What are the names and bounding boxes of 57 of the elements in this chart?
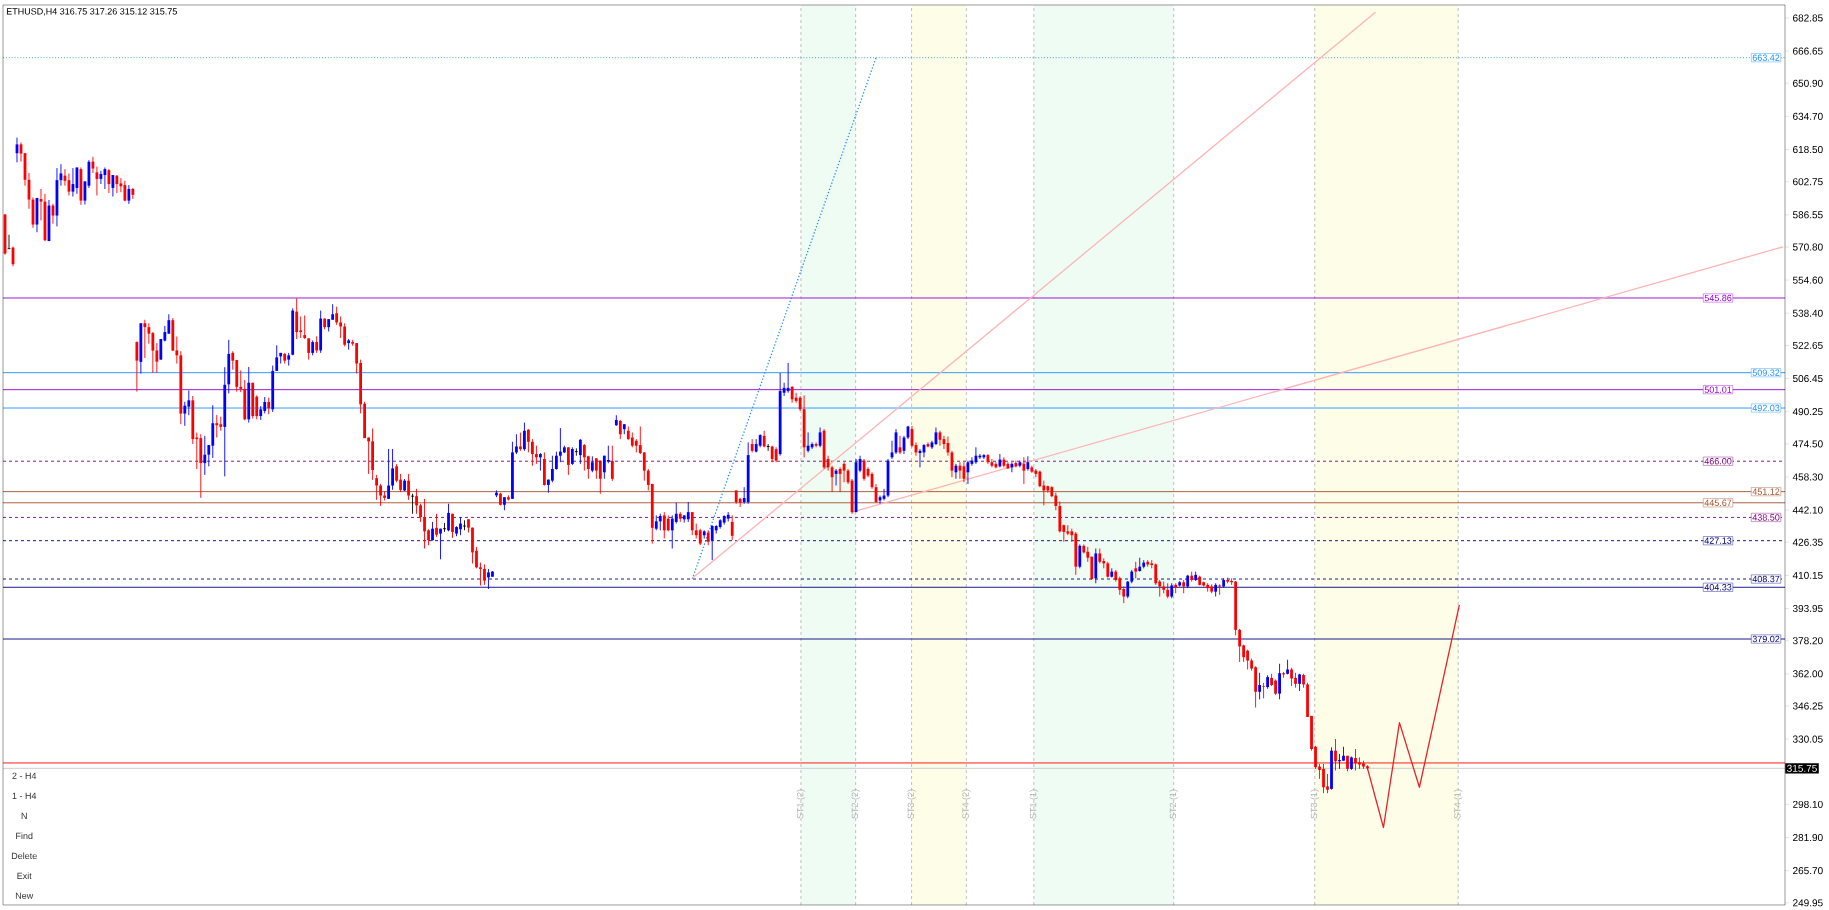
annotation: ST3 (2)	[907, 789, 916, 819]
y-tick-label: 330.05	[1792, 735, 1823, 743]
y-tick-label: 602.75	[1793, 178, 1823, 186]
y-tick-label: 442.10	[1792, 506, 1823, 514]
ref-line-label: 492.03	[1752, 404, 1780, 412]
y-tick-label: 522.65	[1792, 341, 1823, 349]
y-tick-label: 474.50	[1792, 440, 1823, 448]
y-tick-label: 506.45	[1792, 375, 1823, 383]
annotation: 2 - H4	[12, 772, 37, 779]
y-tick-label: 538.40	[1792, 309, 1823, 317]
ref-line-label: 501.01	[1704, 386, 1732, 393]
y-tick-label: 265.70	[1793, 867, 1823, 875]
y-tick-label: 298.10	[1793, 800, 1823, 808]
annotation: 1 - H4	[12, 792, 37, 799]
y-tick-label: 362.00	[1792, 670, 1823, 678]
annotation: ST3 (1)	[1310, 789, 1319, 819]
ref-line-label: 427.13	[1704, 537, 1732, 544]
y-tick-label: 554.60	[1792, 276, 1823, 284]
chart-title: ETHUSD,H4 316.75 317.26 315.12 315.75	[6, 8, 177, 16]
ref-line-label: 445.67	[1704, 499, 1732, 506]
y-tick-label: 346.25	[1792, 702, 1823, 710]
annotation: Delete	[11, 852, 37, 860]
ref-line-label: 315.75	[1787, 764, 1817, 772]
ref-line-label: 451.12	[1752, 488, 1780, 495]
annotation: Exit	[17, 872, 32, 880]
ref-line-label: 509.32	[1752, 369, 1780, 376]
ref-line-label: 663.42	[1752, 54, 1780, 61]
y-tick-label: 249.95	[1793, 899, 1823, 907]
y-tick-label: 393.95	[1792, 604, 1823, 613]
annotation: New	[15, 892, 34, 899]
ref-line-label: 379.02	[1752, 635, 1780, 643]
y-tick-label: 650.90	[1793, 79, 1823, 87]
y-tick-label: 281.90	[1793, 833, 1823, 842]
annotation: ST4 (1)	[1453, 789, 1463, 819]
y-tick-label: 570.80	[1792, 243, 1823, 251]
ref-line-label: 438.50	[1752, 514, 1780, 521]
annotation: Find	[16, 832, 33, 840]
y-tick-label: 378.20	[1792, 637, 1823, 645]
y-tick-label: 634.70	[1793, 112, 1823, 120]
y-tick-label: 618.50	[1793, 145, 1823, 154]
y-tick-label: 586.55	[1792, 211, 1823, 219]
annotation: ST4 (2)	[962, 789, 971, 819]
y-tick-label: 682.85	[1793, 14, 1823, 22]
y-tick-label: 666.65	[1793, 47, 1823, 55]
y-tick-label: 410.15	[1792, 571, 1823, 579]
y-tick-label: 458.30	[1792, 473, 1823, 481]
ref-line-label: 404.33	[1704, 584, 1732, 591]
y-tick-label: 490.25	[1792, 408, 1823, 416]
y-tick-label: 426.35	[1792, 538, 1823, 546]
annotation: ST2 (1)	[1169, 789, 1178, 819]
annotation: N	[21, 812, 27, 819]
annotation: ST2 (2)	[851, 789, 860, 819]
ref-line-label: 408.37	[1752, 575, 1780, 583]
ref-line-label: 545.86	[1704, 294, 1732, 302]
annotation: ST1 (2)	[796, 789, 806, 819]
ref-line-label: 466.00	[1704, 458, 1732, 465]
annotation: ST1 (1)	[1029, 789, 1039, 819]
